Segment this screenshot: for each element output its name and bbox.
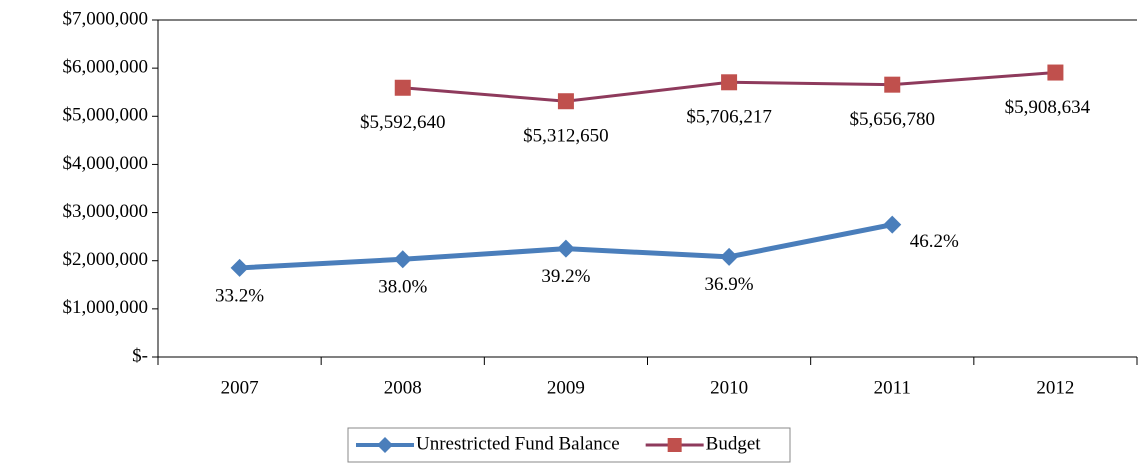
x-tick-label: 2012 xyxy=(1036,377,1074,398)
data-label: $5,706,217 xyxy=(686,107,772,128)
x-tick-label: 2008 xyxy=(384,377,422,398)
legend-box xyxy=(347,427,791,463)
marker xyxy=(556,239,575,258)
y-tick-label: $7,000,000 xyxy=(63,8,149,29)
point-label: 36.9% xyxy=(705,274,754,295)
marker xyxy=(394,79,411,96)
point-label: 33.2% xyxy=(215,285,264,306)
x-tick-label: 2009 xyxy=(547,377,585,398)
marker xyxy=(720,247,739,266)
y-tick-label: $4,000,000 xyxy=(63,153,149,174)
marker xyxy=(721,74,738,91)
legend-marker xyxy=(377,437,393,453)
marker xyxy=(230,258,249,277)
data-label: $5,656,780 xyxy=(850,109,936,130)
data-label: $5,908,634 xyxy=(1005,97,1091,118)
y-tick-label: $1,000,000 xyxy=(63,297,149,318)
point-label: 39.2% xyxy=(541,266,590,287)
legend-marker xyxy=(667,438,682,452)
legend-label: Unrestricted Fund Balance xyxy=(416,433,620,454)
point-label: 46.2% xyxy=(910,231,959,252)
x-tick-label: 2011 xyxy=(874,377,911,398)
x-tick-label: 2007 xyxy=(221,377,259,398)
y-tick-label: $3,000,000 xyxy=(63,201,149,222)
y-tick-label: $2,000,000 xyxy=(63,249,149,270)
marker xyxy=(557,93,574,110)
data-label: $5,312,650 xyxy=(523,126,609,147)
x-tick-label: 2010 xyxy=(710,377,748,398)
y-tick-label: $6,000,000 xyxy=(63,57,149,78)
y-tick-label: $5,000,000 xyxy=(63,105,149,126)
marker xyxy=(884,76,901,93)
marker xyxy=(1047,64,1064,81)
legend-label: Budget xyxy=(706,433,762,454)
y-tick-label: $- xyxy=(132,345,148,366)
point-label: 38.0% xyxy=(378,277,427,298)
data-label: $5,592,640 xyxy=(360,112,446,133)
marker xyxy=(393,250,412,269)
marker xyxy=(883,215,902,234)
